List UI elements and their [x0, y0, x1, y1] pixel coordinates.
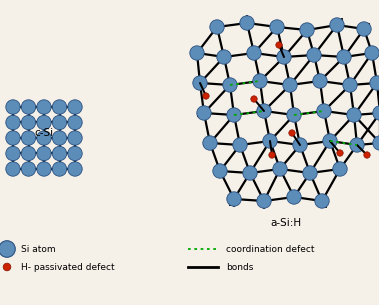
Circle shape	[68, 162, 82, 176]
Circle shape	[21, 162, 36, 176]
Circle shape	[313, 74, 327, 88]
Circle shape	[357, 22, 371, 36]
Circle shape	[330, 18, 344, 32]
Circle shape	[343, 78, 357, 92]
Circle shape	[233, 138, 247, 152]
Circle shape	[293, 138, 307, 152]
Text: bonds: bonds	[226, 263, 254, 271]
Circle shape	[37, 115, 51, 130]
Circle shape	[21, 146, 36, 161]
Circle shape	[6, 146, 20, 161]
Circle shape	[315, 194, 329, 208]
Circle shape	[227, 192, 241, 206]
Circle shape	[270, 20, 284, 34]
Circle shape	[21, 115, 36, 130]
Circle shape	[287, 190, 301, 204]
Circle shape	[243, 166, 257, 180]
Circle shape	[337, 150, 343, 156]
Circle shape	[203, 136, 217, 150]
Text: c-Si: c-Si	[34, 128, 53, 138]
Circle shape	[37, 131, 51, 145]
Circle shape	[370, 76, 379, 90]
Circle shape	[68, 100, 82, 114]
Circle shape	[283, 78, 297, 92]
Circle shape	[317, 104, 331, 118]
Circle shape	[190, 46, 204, 60]
Circle shape	[52, 146, 67, 161]
Circle shape	[6, 131, 20, 145]
Circle shape	[257, 194, 271, 208]
Circle shape	[251, 96, 257, 102]
Circle shape	[6, 100, 20, 114]
Circle shape	[52, 115, 67, 130]
Circle shape	[269, 152, 275, 158]
Circle shape	[21, 131, 36, 145]
Text: Si atom: Si atom	[21, 245, 56, 253]
Circle shape	[52, 131, 67, 145]
Circle shape	[365, 46, 379, 60]
Circle shape	[0, 241, 15, 257]
Circle shape	[364, 152, 370, 158]
Circle shape	[6, 162, 20, 176]
Circle shape	[323, 134, 337, 148]
Circle shape	[287, 108, 301, 122]
Circle shape	[21, 100, 36, 114]
Circle shape	[350, 138, 364, 152]
Circle shape	[300, 23, 314, 37]
Circle shape	[247, 46, 261, 60]
Circle shape	[68, 131, 82, 145]
Circle shape	[253, 74, 267, 88]
Circle shape	[193, 76, 207, 90]
Circle shape	[263, 134, 277, 148]
Circle shape	[333, 162, 347, 176]
Circle shape	[273, 162, 287, 176]
Circle shape	[227, 108, 241, 122]
Text: H- passivated defect: H- passivated defect	[21, 263, 114, 271]
Circle shape	[277, 50, 291, 64]
Circle shape	[37, 162, 51, 176]
Circle shape	[210, 20, 224, 34]
Circle shape	[68, 115, 82, 130]
Circle shape	[257, 104, 271, 118]
Circle shape	[52, 100, 67, 114]
Circle shape	[37, 100, 51, 114]
Circle shape	[3, 263, 11, 271]
Circle shape	[347, 108, 361, 122]
Circle shape	[276, 42, 282, 48]
Circle shape	[289, 130, 295, 136]
Circle shape	[307, 48, 321, 62]
Circle shape	[373, 106, 379, 120]
Circle shape	[223, 78, 237, 92]
Text: a-Si:H: a-Si:H	[271, 218, 302, 228]
Circle shape	[303, 166, 317, 180]
Circle shape	[337, 50, 351, 64]
Circle shape	[6, 115, 20, 130]
Circle shape	[217, 50, 231, 64]
Text: coordination defect: coordination defect	[226, 245, 315, 253]
Circle shape	[203, 93, 209, 99]
Circle shape	[197, 106, 211, 120]
Circle shape	[373, 136, 379, 150]
Circle shape	[68, 146, 82, 161]
Circle shape	[213, 164, 227, 178]
Circle shape	[240, 16, 254, 30]
Circle shape	[52, 162, 67, 176]
Circle shape	[37, 146, 51, 161]
